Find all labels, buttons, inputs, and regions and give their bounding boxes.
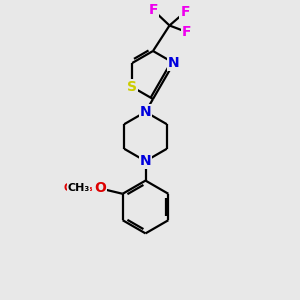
Text: N: N (168, 56, 180, 70)
Text: O: O (94, 182, 106, 195)
Text: N: N (140, 154, 151, 168)
Text: F: F (182, 25, 192, 39)
Text: OCH₃: OCH₃ (64, 183, 93, 194)
Text: F: F (180, 5, 190, 19)
Text: S: S (127, 80, 137, 94)
Text: O: O (94, 182, 106, 195)
Text: F: F (148, 3, 158, 17)
Text: N: N (140, 105, 151, 119)
Text: CH₃: CH₃ (68, 183, 90, 194)
